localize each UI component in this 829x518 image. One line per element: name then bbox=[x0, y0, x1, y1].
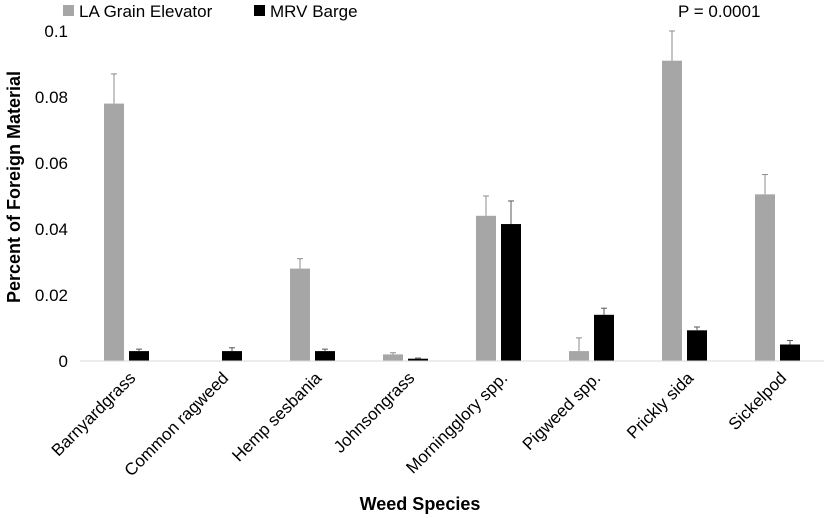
bar-mrv-barge-hemp-sesbania bbox=[315, 351, 335, 361]
category-label-pigweed-spp: Pigweed spp. bbox=[519, 368, 605, 454]
bar-la-grain-elevator-sickelpod bbox=[755, 194, 775, 361]
category-label-sickelpod: Sickelpod bbox=[725, 368, 791, 434]
category-label-morningglory-spp: Morningglory spp. bbox=[402, 368, 511, 477]
legend-label-la-grain-elevator: LA Grain Elevator bbox=[79, 2, 213, 21]
x-axis-title: Weed Species bbox=[360, 494, 481, 514]
legend: LA Grain Elevator MRV Barge bbox=[63, 2, 358, 21]
legend-swatch-la-grain-elevator bbox=[63, 5, 74, 16]
category-label-barnyardgrass: Barnyardgrass bbox=[48, 368, 140, 460]
y-tick-label: 0.04 bbox=[35, 220, 68, 239]
legend-label-mrv-barge: MRV Barge bbox=[270, 2, 358, 21]
bar-mrv-barge-barnyardgrass bbox=[129, 351, 149, 361]
bar-mrv-barge-morningglory-spp bbox=[501, 224, 521, 361]
bar-mrv-barge-sickelpod bbox=[780, 344, 800, 361]
bar-la-grain-elevator-johnsongrass bbox=[383, 354, 403, 361]
bar-mrv-barge-johnsongrass bbox=[408, 358, 428, 361]
bar-la-grain-elevator-pigweed-spp bbox=[569, 351, 589, 361]
category-label-prickly-sida: Prickly sida bbox=[623, 368, 698, 443]
bar-la-grain-elevator-barnyardgrass bbox=[104, 103, 124, 361]
bar-la-grain-elevator-morningglory-spp bbox=[476, 215, 496, 361]
category-label-johnsongrass: Johnsongrass bbox=[330, 368, 418, 456]
y-axis-title: Percent of Foreign Material bbox=[4, 71, 24, 303]
p-value-annotation: P = 0.0001 bbox=[678, 2, 760, 21]
error-bars bbox=[111, 30, 793, 359]
y-tick-label: 0.08 bbox=[35, 88, 68, 107]
bar-mrv-barge-pigweed-spp bbox=[594, 314, 614, 361]
category-label-common-ragweed: Common ragweed bbox=[121, 368, 233, 480]
bar-mrv-barge-prickly-sida bbox=[687, 330, 707, 361]
y-tick-label: 0.06 bbox=[35, 154, 68, 173]
bar-la-grain-elevator-hemp-sesbania bbox=[290, 268, 310, 361]
y-tick-label: 0 bbox=[59, 352, 68, 371]
category-label-hemp-sesbania: Hemp sesbania bbox=[228, 368, 325, 465]
bars bbox=[104, 60, 800, 361]
y-axis-ticks: 0 0.02 0.04 0.06 0.08 0.1 bbox=[35, 22, 68, 371]
legend-swatch-mrv-barge bbox=[254, 5, 265, 16]
bar-la-grain-elevator-prickly-sida bbox=[662, 60, 682, 361]
y-tick-label: 0.02 bbox=[35, 286, 68, 305]
y-tick-label: 0.1 bbox=[44, 22, 68, 41]
bar-mrv-barge-common-ragweed bbox=[222, 351, 242, 361]
